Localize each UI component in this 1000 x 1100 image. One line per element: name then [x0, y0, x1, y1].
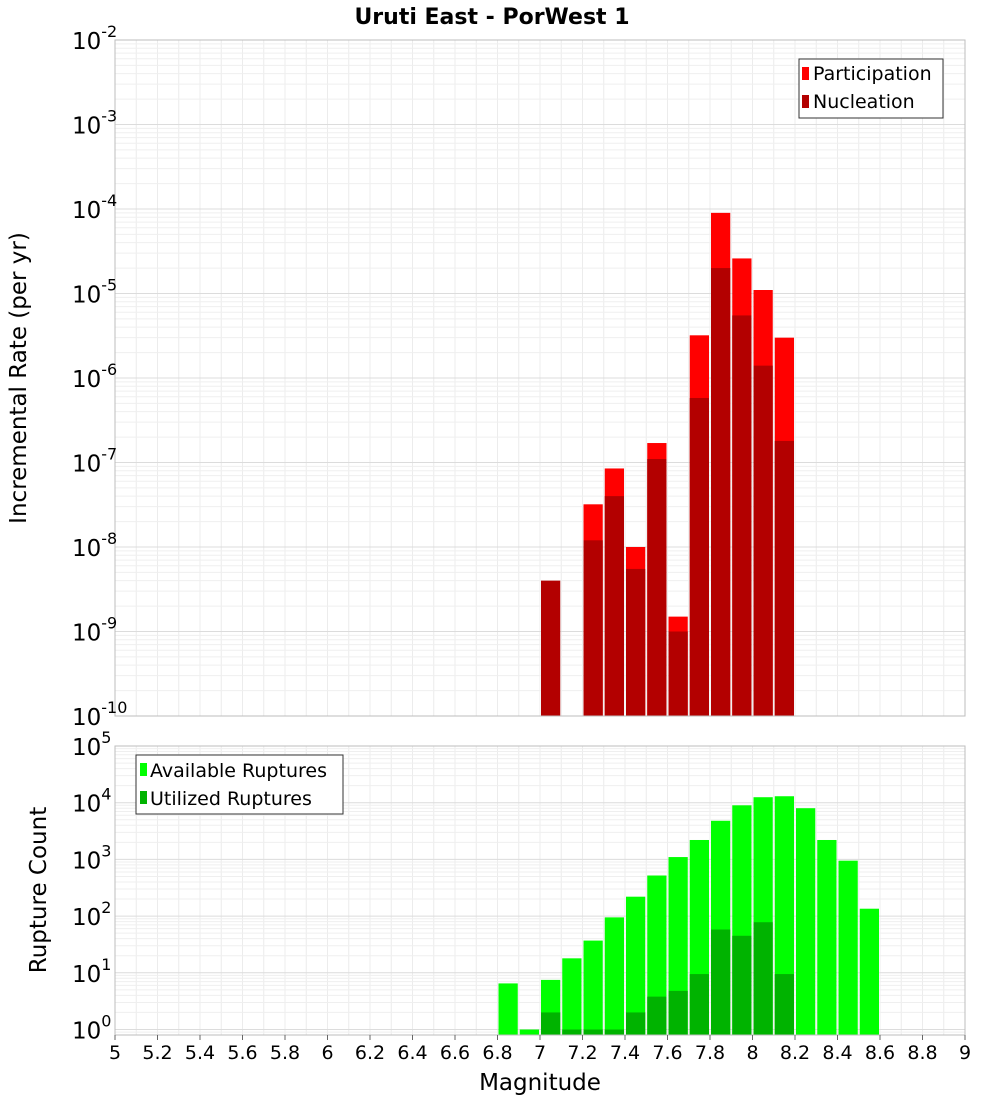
- count-bar-series-b: [647, 996, 667, 1035]
- count-bar-series-b: [583, 1029, 603, 1035]
- legend-swatch-utilized: [140, 791, 147, 804]
- x-tick-label: 7.6: [652, 1042, 682, 1064]
- rate-bar-series-b: [732, 315, 752, 716]
- count-bar-series-a: [583, 940, 603, 1035]
- legend-label-nucleation: Nucleation: [813, 91, 915, 113]
- legend-label-participation: Participation: [813, 63, 932, 85]
- rate-bar-series-b: [774, 440, 794, 716]
- rate-plot-grid: [114, 39, 966, 717]
- y-tick-label: 10-3: [72, 107, 117, 140]
- rate-plot-bars: [541, 212, 794, 716]
- x-tick-label: 5.8: [270, 1042, 300, 1064]
- x-tick-label: 8.6: [865, 1042, 895, 1064]
- count-y-axis-label: Rupture Count: [26, 807, 52, 973]
- y-tick-label: 104: [72, 785, 111, 818]
- count-plot-x-ticks: 5 5.2 5.4 5.6 5.8 6 6.2 6.4 6.6 6.8 7 7.2 7.4 7.6 7.8 8…: [109, 1035, 971, 1064]
- count-bar-series-b: [604, 1029, 624, 1035]
- count-bar-series-a: [626, 896, 646, 1035]
- rate-bar-series-b: [647, 459, 667, 716]
- rate-bar-series-b: [711, 268, 731, 716]
- x-tick-label: 8.2: [780, 1042, 810, 1064]
- x-tick-label: 5.6: [227, 1042, 257, 1064]
- y-tick-label: 100: [72, 1012, 111, 1045]
- count-bar-series-a: [817, 839, 837, 1035]
- count-bar-series-b: [562, 1029, 582, 1035]
- count-bar-series-b: [626, 1012, 646, 1035]
- count-legend-box: [135, 754, 344, 815]
- rate-plot-y-ticks: 10-10 10-9 10-8 10-7 10-6 10-5 10-4 10-3 10-2: [72, 22, 127, 731]
- x-tick-label: 8.8: [907, 1042, 937, 1064]
- count-bar-series-a: [859, 908, 879, 1035]
- count-bar-series-b: [689, 974, 709, 1035]
- x-tick-label: 6.2: [355, 1042, 385, 1064]
- x-tick-label: 6.4: [397, 1042, 427, 1064]
- rate-bar-series-b: [753, 365, 773, 716]
- legend-swatch-nucleation: [802, 95, 809, 108]
- rate-y-axis-label: Incremental Rate (per yr): [6, 232, 32, 524]
- x-axis-label: Magnitude: [479, 1070, 601, 1096]
- x-tick-label: 7.8: [695, 1042, 725, 1064]
- y-tick-label: 10-5: [72, 276, 117, 309]
- rate-legend-box: [798, 58, 944, 119]
- count-bar-series-b: [774, 974, 794, 1035]
- x-tick-label: 6.6: [440, 1042, 470, 1064]
- y-tick-label: 105: [72, 728, 111, 761]
- y-tick-label: 10-7: [72, 445, 117, 478]
- legend-label-available: Available Ruptures: [150, 760, 327, 782]
- legend-swatch-participation: [802, 67, 809, 80]
- rate-bar-series-b: [583, 540, 603, 716]
- count-bar-series-b: [711, 929, 731, 1035]
- rate-bar-series-b: [626, 568, 646, 716]
- rate-plot-panel: 10-10 10-9 10-8 10-7 10-6 10-5 10-4 10-3 10-2 In…: [6, 22, 966, 731]
- count-bar-series-a: [519, 1029, 539, 1035]
- x-tick-label: 5.4: [185, 1042, 215, 1064]
- count-bar-series-a: [604, 917, 624, 1035]
- count-legend: Available Ruptures Utilized Ruptures: [135, 754, 344, 815]
- count-plot-y-ticks: 100 101 102 103 104 105: [72, 728, 111, 1045]
- x-tick-label: 6.8: [482, 1042, 512, 1064]
- x-tick-label: 8: [746, 1042, 758, 1064]
- y-tick-label: 10-4: [72, 191, 117, 224]
- y-tick-label: 10-10: [72, 698, 127, 731]
- count-bar-series-a: [838, 860, 858, 1035]
- rate-bar-series-b: [604, 496, 624, 716]
- count-bar-series-b: [668, 990, 688, 1035]
- count-bar-series-a: [668, 857, 688, 1035]
- count-bar-series-a: [796, 808, 816, 1035]
- x-tick-label: 7.4: [610, 1042, 640, 1064]
- x-tick-label: 5.2: [142, 1042, 172, 1064]
- y-tick-label: 10-9: [72, 614, 117, 647]
- count-plot-panel: 100 101 102 103 104 105 5 5.2 5.4 5.6 5.8 6 6.2 6.4 6…: [26, 728, 971, 1096]
- y-tick-label: 10-2: [72, 22, 117, 55]
- rate-bar-series-b: [689, 397, 709, 716]
- count-bar-series-b: [732, 935, 752, 1035]
- y-tick-label: 103: [72, 841, 111, 874]
- y-tick-label: 101: [72, 955, 111, 988]
- count-bar-series-a: [647, 875, 667, 1035]
- y-tick-label: 10-8: [72, 529, 117, 562]
- count-plot-bars: [498, 796, 879, 1035]
- x-tick-label: 8.4: [822, 1042, 852, 1064]
- count-bar-series-b: [541, 1012, 561, 1035]
- x-tick-label: 9: [959, 1042, 971, 1064]
- x-tick-label: 7: [534, 1042, 546, 1064]
- chart-title: Uruti East - PorWest 1: [354, 5, 629, 30]
- y-tick-label: 102: [72, 898, 111, 931]
- count-bar-series-a: [498, 983, 518, 1035]
- rate-legend: Participation Nucleation: [798, 58, 944, 119]
- rate-plot-frame: [114, 39, 966, 717]
- rate-bar-series-b: [668, 631, 688, 716]
- x-tick-label: 7.2: [567, 1042, 597, 1064]
- x-tick-label: 6: [321, 1042, 333, 1064]
- legend-label-utilized: Utilized Ruptures: [150, 788, 312, 810]
- count-bar-series-b: [753, 922, 773, 1035]
- x-tick-label: 5: [109, 1042, 121, 1064]
- rate-bar-series-b: [541, 580, 561, 716]
- y-tick-label: 10-6: [72, 360, 117, 393]
- legend-swatch-available: [140, 763, 147, 776]
- count-bar-series-a: [562, 958, 582, 1035]
